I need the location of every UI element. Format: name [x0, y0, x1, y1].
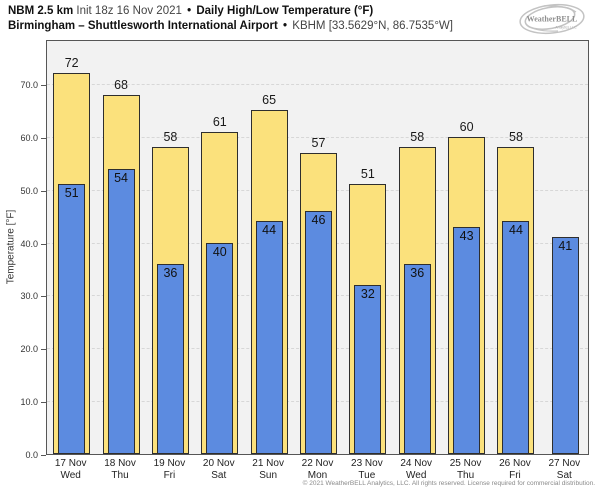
- copyright-notice: © 2021 WeatherBELL Analytics, LLC. All r…: [302, 480, 595, 487]
- y-tick-label: 70.0: [20, 79, 38, 90]
- x-tick-day: Fri: [509, 469, 521, 481]
- high-value-label: 58: [163, 130, 178, 145]
- bar-low: [107, 168, 135, 454]
- high-value-label: 68: [114, 77, 128, 92]
- x-tick-date: 25 Nov: [449, 458, 482, 469]
- product-title: Daily High/Low Temperature (°F): [196, 5, 374, 17]
- x-tick-day: Wed: [60, 469, 81, 481]
- bar-low: [403, 263, 431, 454]
- low-value-label: 51: [64, 186, 79, 201]
- high-value-label: 60: [459, 119, 474, 134]
- x-tick-label: 17 Nov Wed: [39, 458, 103, 481]
- bar-low: [156, 263, 184, 454]
- x-tick-day: Mon: [307, 469, 328, 481]
- title-line-2: Birmingham – Shuttlesworth International…: [8, 19, 453, 34]
- bar-low: [551, 237, 579, 454]
- low-value-label: 44: [262, 223, 277, 238]
- x-tick-label: 21 Nov Sun: [236, 458, 300, 481]
- high-value-label: 72: [64, 56, 79, 71]
- y-tick-label: 20.0: [20, 344, 38, 355]
- bar-low: [58, 184, 86, 454]
- x-tick-date: 19 Nov: [153, 458, 186, 469]
- x-tick-date: 18 Nov: [104, 458, 136, 469]
- low-value-label: 43: [459, 228, 474, 243]
- y-tick-mark: [41, 243, 46, 245]
- x-tick-label: 23 Nov Tue: [335, 458, 399, 481]
- svg-text:Analytics LLC: Analytics LLC: [555, 26, 577, 30]
- x-tick-day: Thu: [111, 469, 129, 481]
- separator-bullet: •: [283, 20, 288, 32]
- y-tick-label: 10.0: [20, 397, 38, 408]
- bar-low: [453, 226, 481, 454]
- low-value-label: 40: [212, 244, 227, 259]
- bar-low: [305, 210, 332, 454]
- x-tick-date: 24 Nov: [400, 458, 433, 469]
- y-tick-mark: [41, 349, 46, 351]
- y-tick-label: 40.0: [20, 238, 38, 249]
- title-line-1: NBM 2.5 km Init 18z 16 Nov 2021 • Daily …: [8, 4, 453, 19]
- y-tick-mark: [41, 296, 46, 298]
- model-name: NBM 2.5 km: [8, 5, 74, 17]
- bar-low: [354, 284, 382, 454]
- x-tick-date: 20 Nov: [202, 458, 235, 469]
- x-tick-date: 26 Nov: [499, 458, 531, 469]
- high-value-label: 58: [410, 130, 425, 145]
- x-tick-date: 22 Nov: [301, 458, 334, 469]
- bar-low: [206, 242, 234, 454]
- x-tick-label: 18 Nov Thu: [88, 458, 152, 481]
- x-tick-day: Fri: [163, 469, 176, 481]
- y-tick-label: 0.0: [25, 450, 38, 460]
- separator-bullet: •: [187, 5, 192, 17]
- y-tick-label: 60.0: [20, 132, 38, 143]
- low-value-label: 32: [360, 286, 375, 301]
- station-id: KBHM [33.5629°N, 86.7535°W]: [292, 20, 453, 32]
- y-tick-mark: [41, 137, 46, 139]
- init-time: Init 18z 16 Nov 2021: [76, 5, 182, 17]
- gridline: [47, 83, 588, 85]
- low-value-label: 44: [509, 223, 523, 238]
- y-tick-mark: [41, 190, 46, 192]
- station-name: Birmingham – Shuttlesworth International…: [8, 20, 278, 32]
- low-value-label: 41: [558, 239, 573, 254]
- x-tick-label: 26 Nov Fri: [483, 458, 547, 481]
- x-tick-day: Sun: [259, 469, 278, 481]
- high-value-label: 51: [360, 167, 375, 182]
- low-value-label: 54: [114, 170, 128, 185]
- x-tick-label: 20 Nov Sat: [187, 458, 251, 481]
- y-tick-mark: [41, 455, 46, 456]
- plot-area: 72 51 68 54 58 36 61 40 65 44 57 46 51 32 58 36 60 43 58 44…: [46, 40, 589, 455]
- y-tick-mark: [41, 402, 46, 404]
- low-value-label: 46: [311, 212, 326, 227]
- low-value-label: 36: [410, 265, 425, 280]
- x-tick-date: 21 Nov: [252, 458, 284, 469]
- x-tick-day: Sat: [211, 469, 227, 481]
- x-tick-day: Sat: [556, 469, 572, 481]
- bar-low: [502, 221, 530, 454]
- logo-text: WeatherBELL: [527, 15, 578, 24]
- bar-low: [255, 221, 283, 454]
- weatherbell-logo-icon: WeatherBELL Analytics LLC: [514, 2, 590, 43]
- y-tick-label: 50.0: [20, 185, 38, 196]
- low-value-label: 36: [163, 265, 178, 280]
- y-tick-label: 30.0: [20, 291, 38, 302]
- chart-header: NBM 2.5 km Init 18z 16 Nov 2021 • Daily …: [8, 4, 453, 34]
- x-tick-day: Thu: [456, 469, 475, 481]
- x-tick-date: 27 Nov: [548, 458, 581, 469]
- y-tick-mark: [41, 84, 46, 86]
- x-tick-label: 27 Nov Sat: [532, 458, 596, 481]
- x-tick-label: 19 Nov Fri: [137, 458, 201, 481]
- high-value-label: 65: [262, 93, 277, 108]
- gridline: [47, 136, 588, 138]
- high-value-label: 61: [212, 114, 227, 129]
- x-tick-label: 24 Nov Wed: [384, 458, 448, 481]
- x-tick-day: Wed: [406, 469, 427, 481]
- high-value-label: 57: [311, 135, 326, 150]
- x-tick-day: Tue: [358, 469, 376, 481]
- x-tick-date: 23 Nov: [351, 458, 383, 469]
- high-value-label: 58: [509, 130, 523, 145]
- x-tick-label: 25 Nov Thu: [434, 458, 498, 481]
- x-tick-date: 17 Nov: [54, 458, 87, 469]
- x-tick-label: 22 Nov Mon: [286, 458, 350, 481]
